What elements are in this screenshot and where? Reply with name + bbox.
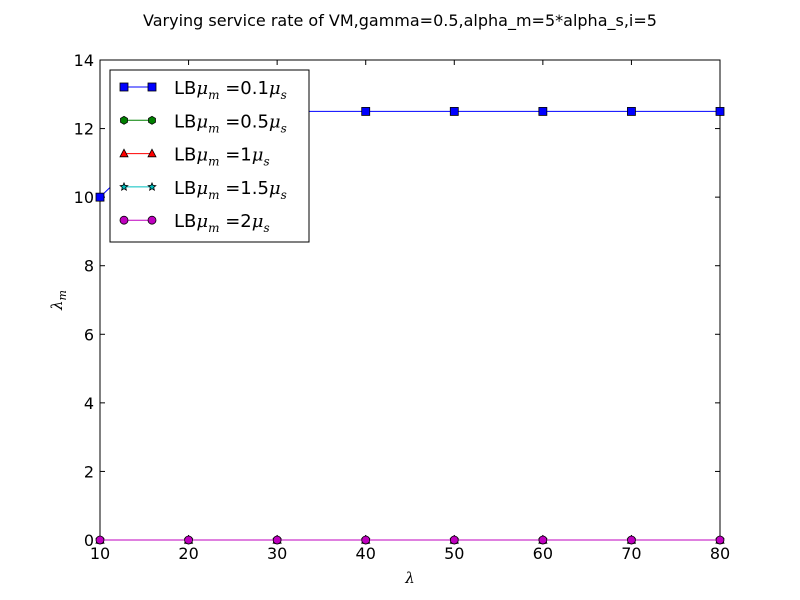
data-point-circle [184, 535, 193, 545]
y-tick-label: 2 [84, 462, 94, 481]
legend-label-part: =0.1 [219, 78, 268, 99]
series-circle [95, 535, 725, 545]
data-point-square [715, 107, 725, 116]
data-point-triangle [119, 148, 129, 158]
data-point-circle [272, 535, 282, 545]
legend-label-part: μ [196, 178, 208, 199]
legend-label-part: LB [174, 145, 196, 166]
y-axis-label-sub: m [56, 290, 69, 300]
axis-ticks: 10 20 30 40 50 60 70 80 0 2 4 6 8 10 12 14 [74, 51, 731, 563]
x-tick-label: 10 [90, 544, 110, 563]
legend-label: LBμm =1μs [174, 145, 270, 169]
legend-label-part: s [281, 121, 287, 135]
legend-item: LBμm =0.1μs [119, 78, 287, 102]
legend-label-part: m [208, 88, 219, 102]
data-point-square [449, 107, 459, 116]
legend-label-part: =1.5 [219, 178, 268, 199]
x-tick-label: 40 [356, 544, 376, 563]
legend-label-part: s [281, 188, 287, 202]
x-tick-label: 80 [710, 544, 730, 563]
data-point-triangle [147, 148, 157, 158]
chart-title: Varying service rate of VM,gamma=0.5,alp… [143, 11, 657, 31]
y-tick-label: 14 [74, 51, 94, 70]
legend-label-part: m [208, 121, 219, 135]
legend-label: LBμm =0.5μs [174, 111, 287, 135]
legend-label-part: μ [252, 145, 264, 166]
series-group [95, 107, 725, 545]
y-tick-label: 8 [84, 257, 94, 276]
legend-label-part: LB [174, 211, 196, 232]
y-axis-label-main: λ [48, 300, 66, 311]
data-point-square [538, 107, 548, 116]
legend-label-part: μ [196, 145, 208, 166]
data-point-star [147, 181, 157, 191]
data-point-square [95, 192, 105, 202]
data-point-circle [627, 535, 636, 545]
data-point-circle [715, 535, 725, 545]
legend-label-part: μ [196, 111, 208, 132]
legend-box [109, 69, 310, 243]
y-tick-label: 0 [84, 531, 94, 550]
data-point-hexagon [148, 115, 156, 125]
legend-label-part: μ [196, 78, 208, 99]
data-point-square [361, 107, 371, 116]
legend-label-part: s [263, 221, 269, 235]
legend-item: LBμm =1μs [119, 145, 270, 169]
legend-label-part: μ [196, 211, 208, 232]
legend-item: LBμm =2μs [119, 211, 270, 235]
data-point-hexagon [120, 115, 128, 125]
y-tick-label: 6 [84, 325, 94, 344]
legend-label-part: μ [269, 78, 281, 99]
legend-label-part: =2 [219, 211, 251, 232]
y-tick-label: 12 [74, 120, 94, 139]
legend-item: LBμm =1.5μs [119, 178, 287, 202]
data-point-square [627, 107, 636, 116]
data-point-circle [449, 535, 459, 545]
data-point-circle [538, 535, 548, 545]
y-tick-label: 4 [84, 394, 94, 413]
legend-label-part: m [208, 221, 219, 235]
data-point-square [119, 82, 129, 92]
x-tick-label: 60 [533, 544, 553, 563]
data-point-square [147, 82, 157, 92]
legend-label-part: μ [269, 111, 281, 132]
x-axis-label: λ [404, 569, 415, 587]
legend-label-part: μ [269, 178, 281, 199]
x-tick-label: 30 [267, 544, 287, 563]
legend-label-part: LB [174, 78, 196, 99]
legend-item: LBμm =0.5μs [120, 111, 287, 135]
legend-label-part: μ [252, 211, 264, 232]
legend-label: LBμm =2μs [174, 211, 270, 235]
data-point-circle [95, 535, 105, 545]
y-tick-label: 10 [74, 188, 94, 207]
legend-label-part: LB [174, 178, 196, 199]
legend-label-part: m [208, 188, 219, 202]
data-point-circle [147, 215, 157, 225]
legend-label: LBμm =1.5μs [174, 178, 287, 202]
legend-label-part: LB [174, 111, 196, 132]
x-tick-label: 70 [621, 544, 641, 563]
data-point-circle [361, 535, 371, 545]
legend-label-part: s [281, 88, 287, 102]
x-tick-label: 50 [444, 544, 464, 563]
y-axis-label: λm [48, 290, 69, 311]
legend-label: LBμm =0.1μs [174, 78, 287, 102]
legend-label-part: =0.5 [219, 111, 268, 132]
data-point-star [119, 181, 129, 191]
legend-label-part: =1 [219, 145, 251, 166]
data-point-circle [119, 215, 129, 225]
legend-label-part: s [263, 155, 269, 169]
legend-label-part: m [208, 155, 219, 169]
x-tick-label: 20 [178, 544, 198, 563]
